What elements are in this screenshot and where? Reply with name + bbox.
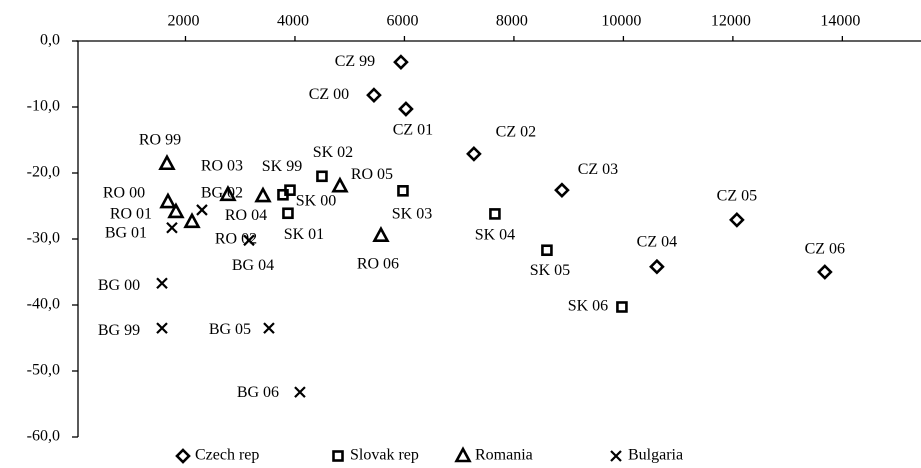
- point: [316, 170, 328, 183]
- y-tick-label: -10,0: [27, 98, 60, 115]
- x-tick-label: 14000: [820, 13, 860, 30]
- point-label: CZ 06: [805, 241, 845, 258]
- point-label: SK 00: [296, 192, 336, 209]
- point: [366, 87, 382, 103]
- legend-label: Bulgaria: [628, 447, 683, 464]
- point: [243, 234, 255, 247]
- point: [159, 192, 177, 209]
- point: [331, 176, 349, 193]
- point-label: SK 03: [392, 205, 432, 222]
- point: [541, 244, 553, 257]
- point-label: RO 05: [351, 166, 393, 183]
- point: [649, 258, 665, 275]
- point: [616, 301, 628, 313]
- legend-marker: [610, 450, 622, 462]
- point: [219, 185, 237, 202]
- legend-label: Czech rep: [195, 447, 259, 464]
- point-label: SK 06: [568, 298, 608, 315]
- legend-label: Romania: [475, 447, 533, 464]
- x-tick-label: 8000: [496, 13, 528, 30]
- point-label: SK 01: [284, 226, 324, 243]
- point: [397, 185, 409, 197]
- y-tick-label: -30,0: [27, 230, 60, 247]
- point: [489, 208, 501, 220]
- point: [156, 322, 168, 334]
- point: [372, 225, 390, 242]
- point-label: BG 04: [232, 257, 274, 274]
- point-label: BG 01: [105, 224, 147, 241]
- point: [254, 186, 272, 203]
- point-label: SK 02: [313, 144, 353, 161]
- point-label: BG 05: [209, 321, 251, 338]
- point: [393, 54, 409, 70]
- legend-marker: [175, 448, 191, 464]
- point-label: SK 05: [530, 262, 570, 279]
- point: [466, 146, 482, 162]
- point-label: CZ 01: [393, 122, 433, 139]
- point-label: CZ 03: [578, 161, 618, 178]
- x-tick-label: 2000: [167, 13, 199, 30]
- point: [196, 204, 208, 216]
- point: [294, 386, 306, 398]
- y-tick-label: -50,0: [27, 362, 60, 379]
- point-label: BG 06: [237, 384, 279, 401]
- point-label: RO 01: [110, 206, 152, 223]
- point: [156, 277, 168, 289]
- y-tick-label: -60,0: [27, 428, 60, 445]
- point-label: CZ 04: [637, 233, 677, 250]
- point: [263, 322, 275, 334]
- x-tick-label: 4000: [277, 13, 309, 30]
- point-label: BG 02: [201, 185, 243, 202]
- y-tick-label: -40,0: [27, 296, 60, 313]
- y-tick-label: -20,0: [27, 164, 60, 181]
- point: [166, 222, 178, 234]
- point-label: RO 03: [201, 157, 243, 174]
- point-label: CZ 99: [335, 53, 375, 70]
- point: [282, 207, 294, 220]
- point: [167, 202, 185, 219]
- point-label: CZ 02: [496, 124, 536, 141]
- point-label: CZ 00: [309, 86, 349, 103]
- legend-marker: [454, 446, 472, 463]
- point: [183, 212, 201, 229]
- point-label: RO 00: [103, 185, 145, 202]
- x-tick-label: 12000: [711, 13, 751, 30]
- point: [729, 212, 745, 228]
- point: [158, 154, 176, 171]
- legend-marker: [332, 450, 344, 462]
- y-tick-label: 0,0: [40, 32, 60, 49]
- legend-label: Slovak rep: [350, 447, 419, 464]
- point-label: RO 99: [139, 131, 181, 148]
- point-label: RO 04: [225, 207, 267, 224]
- point-label: SK 99: [262, 158, 302, 175]
- point: [277, 188, 289, 201]
- point-label: CZ 05: [717, 188, 757, 205]
- point: [554, 182, 570, 198]
- point-label: SK 04: [475, 227, 515, 244]
- point-label: RO 06: [357, 255, 399, 272]
- point: [398, 101, 414, 117]
- point-label: BG 99: [98, 322, 140, 339]
- x-tick-label: 6000: [386, 13, 418, 30]
- x-tick-label: 10000: [601, 13, 641, 30]
- point: [817, 264, 833, 280]
- point-label: BG 00: [98, 277, 140, 294]
